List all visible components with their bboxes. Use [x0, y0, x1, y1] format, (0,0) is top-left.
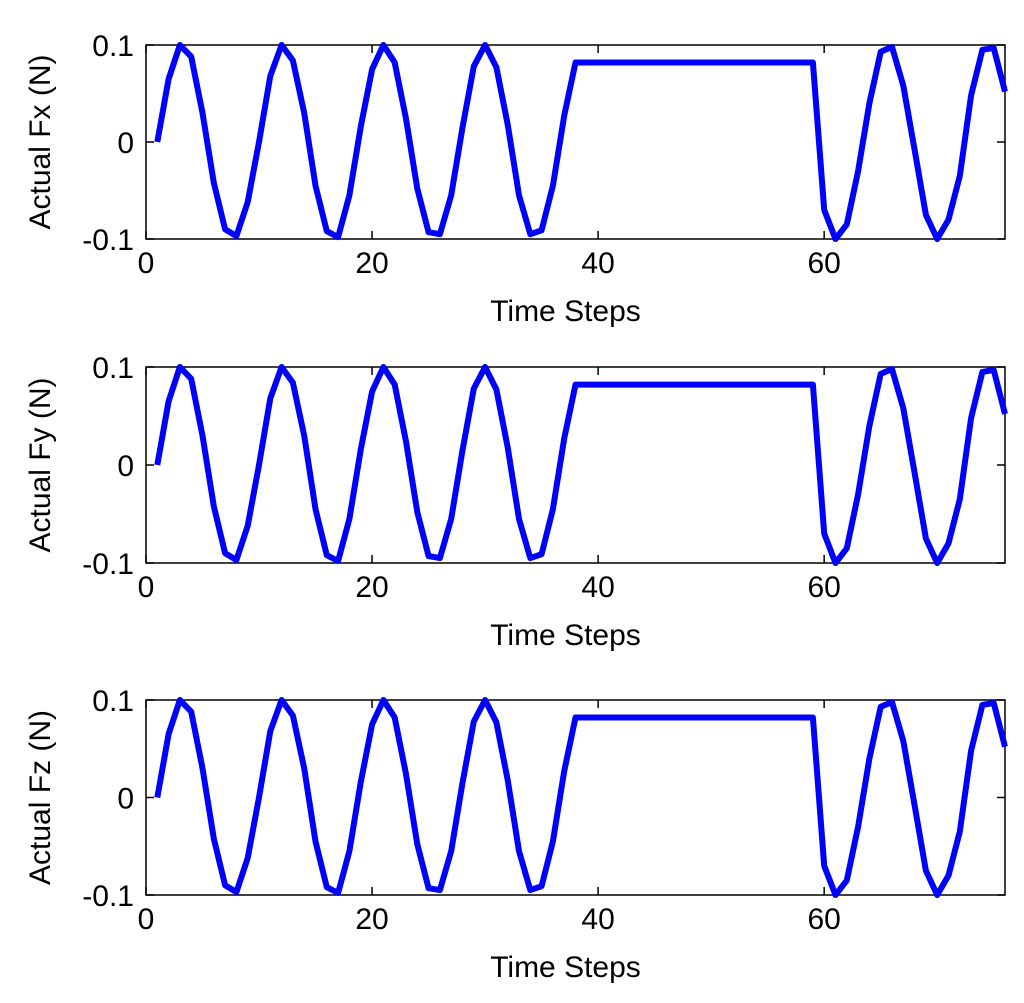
series-line — [154, 364, 1008, 566]
x-tick-label: 40 — [581, 571, 614, 604]
x-tick-label: 40 — [581, 903, 614, 936]
y-tick-label: 0 — [117, 127, 134, 160]
y-tick-label: 0 — [117, 783, 134, 816]
y-tick-label: 0 — [117, 450, 134, 483]
y-tick-label: 0.1 — [92, 352, 134, 385]
y-tick-label: 0.1 — [92, 30, 134, 63]
series-line — [154, 42, 1008, 242]
series-line — [154, 697, 1008, 898]
x-tick-label: 0 — [138, 571, 155, 604]
x-tick-label: 40 — [581, 247, 614, 280]
y-tick-label: 0.1 — [92, 685, 134, 718]
y-tick-label: -0.1 — [82, 224, 134, 257]
y-axis-label: Actual Fy (N) — [24, 377, 57, 552]
x-tick-label: 20 — [355, 903, 388, 936]
y-axis-label: Actual Fz (N) — [24, 710, 57, 885]
x-tick-label: 20 — [355, 571, 388, 604]
y-tick-label: -0.1 — [82, 548, 134, 581]
y-tick-label: -0.1 — [82, 880, 134, 913]
x-tick-label: 60 — [807, 903, 840, 936]
x-axis-label: Time Steps — [490, 951, 641, 984]
x-tick-label: 0 — [138, 903, 155, 936]
x-tick-label: 20 — [355, 247, 388, 280]
x-axis-label: Time Steps — [490, 295, 641, 328]
x-axis-label: Time Steps — [490, 619, 641, 652]
y-axis-label: Actual Fx (N) — [24, 54, 57, 229]
x-tick-label: 60 — [807, 571, 840, 604]
x-tick-label: 60 — [807, 247, 840, 280]
x-tick-label: 0 — [138, 247, 155, 280]
